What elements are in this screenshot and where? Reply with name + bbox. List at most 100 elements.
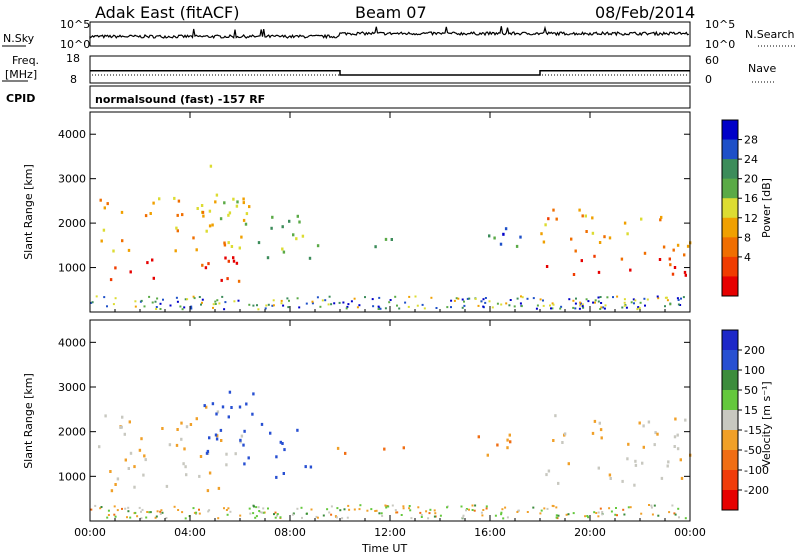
scatter-cell [175, 226, 178, 230]
scatter-cell [647, 420, 651, 424]
scatter-cell [286, 297, 289, 300]
scatter-cell [457, 297, 460, 300]
scatter-cell [256, 304, 258, 307]
scatter-cell [296, 297, 299, 300]
scatter-cell [126, 516, 128, 519]
scatter-cell [660, 476, 664, 480]
scatter-cell [106, 305, 108, 308]
scatter-cell [502, 517, 505, 520]
scatter-cell [684, 517, 687, 520]
scatter-cell [215, 193, 219, 197]
scatter-cell [230, 406, 233, 409]
scatter-cell [223, 507, 225, 510]
scatter-cell [248, 303, 251, 306]
colorbar-swatch [722, 256, 738, 277]
scatter-cell [666, 299, 669, 302]
scatter-cell [281, 442, 284, 445]
scatter-cell [377, 305, 380, 308]
colorbar-swatch [722, 276, 738, 297]
scatter-cell [214, 300, 217, 303]
velocity-ylabel: Slant Range [km] [22, 373, 35, 469]
scatter-cell [380, 512, 383, 515]
scatter-cell [656, 295, 659, 298]
scatter-cell [402, 505, 405, 508]
colorbar-swatch [722, 178, 738, 199]
scatter-cell [350, 300, 353, 303]
scatter-cell [450, 299, 453, 302]
scatter-cell [388, 301, 391, 304]
scatter-cell [604, 304, 607, 307]
scatter-cell [629, 506, 632, 509]
scatter-cell [104, 414, 107, 418]
scatter-cell [623, 304, 626, 307]
scatter-cell [552, 439, 555, 442]
scatter-cell [100, 239, 103, 243]
scatter-cell [417, 506, 420, 509]
scatter-cell [248, 507, 251, 510]
scatter-cell [603, 307, 606, 310]
scatter-cell [276, 513, 279, 516]
scatter-cell [152, 276, 155, 280]
scatter-cell [409, 509, 412, 512]
scatter-cell [311, 302, 314, 305]
scatter-cell [245, 402, 248, 406]
scatter-cell [168, 443, 172, 447]
scatter-cell [563, 432, 567, 436]
scatter-cell [195, 513, 197, 515]
scatter-cell [485, 507, 488, 510]
scatter-cell [625, 306, 628, 309]
colorbar-swatch [722, 217, 738, 238]
scatter-cell [272, 299, 275, 302]
scatter-cell [341, 517, 344, 520]
freq-label-line1: Freq. [12, 54, 39, 67]
scatter-cell [281, 247, 284, 251]
time-xlabel: Time UT [361, 542, 407, 554]
scatter-cell [116, 477, 120, 481]
scatter-cell [90, 301, 93, 304]
scatter-cell [308, 256, 312, 260]
scatter-cell [127, 248, 131, 252]
scatter-cell [532, 506, 535, 509]
frequency-trace [90, 70, 690, 76]
scatter-cell [632, 298, 635, 301]
scatter-cell [640, 512, 643, 515]
scatter-cell [207, 262, 210, 266]
scatter-cell [608, 473, 612, 477]
scatter-cell [428, 512, 431, 515]
scatter-cell [608, 236, 612, 240]
scatter-cell [390, 238, 393, 241]
scatter-cell [598, 421, 601, 425]
scatter-cell [404, 301, 407, 304]
scatter-cell [235, 204, 239, 208]
scatter-cell [637, 306, 640, 309]
scatter-cell [249, 512, 252, 515]
scatter-cell [494, 514, 497, 517]
scatter-cell [609, 477, 612, 480]
scatter-cell [676, 243, 680, 247]
scatter-cell [254, 516, 257, 519]
power-y-axis: 4000 3000 2000 1000 [58, 128, 690, 275]
scatter-cell [271, 304, 274, 307]
scatter-cell [216, 299, 219, 302]
scatter-cell [460, 505, 463, 508]
scatter-cell [387, 505, 390, 508]
scatter-cell [176, 428, 179, 431]
scatter-cell [623, 298, 626, 301]
scatter-cell [638, 421, 641, 425]
scatter-cell [593, 254, 596, 258]
colorbar-swatch [722, 350, 738, 371]
scatter-cell [265, 304, 268, 307]
scatter-cell [653, 443, 656, 447]
scatter-cell [161, 427, 164, 430]
noise-right-tick-top: 10^5 [705, 18, 735, 31]
scatter-cell [394, 295, 397, 298]
noise-right-label: N.Search [745, 28, 795, 41]
scatter-cell [305, 302, 308, 305]
scatter-cell [296, 507, 299, 510]
scatter-cell [240, 235, 243, 239]
colorbar-tick-label: 16 [744, 192, 758, 205]
scatter-cell [158, 197, 161, 201]
scatter-cell [678, 516, 680, 519]
scatter-cell [219, 217, 223, 221]
scatter-cell [227, 415, 230, 419]
